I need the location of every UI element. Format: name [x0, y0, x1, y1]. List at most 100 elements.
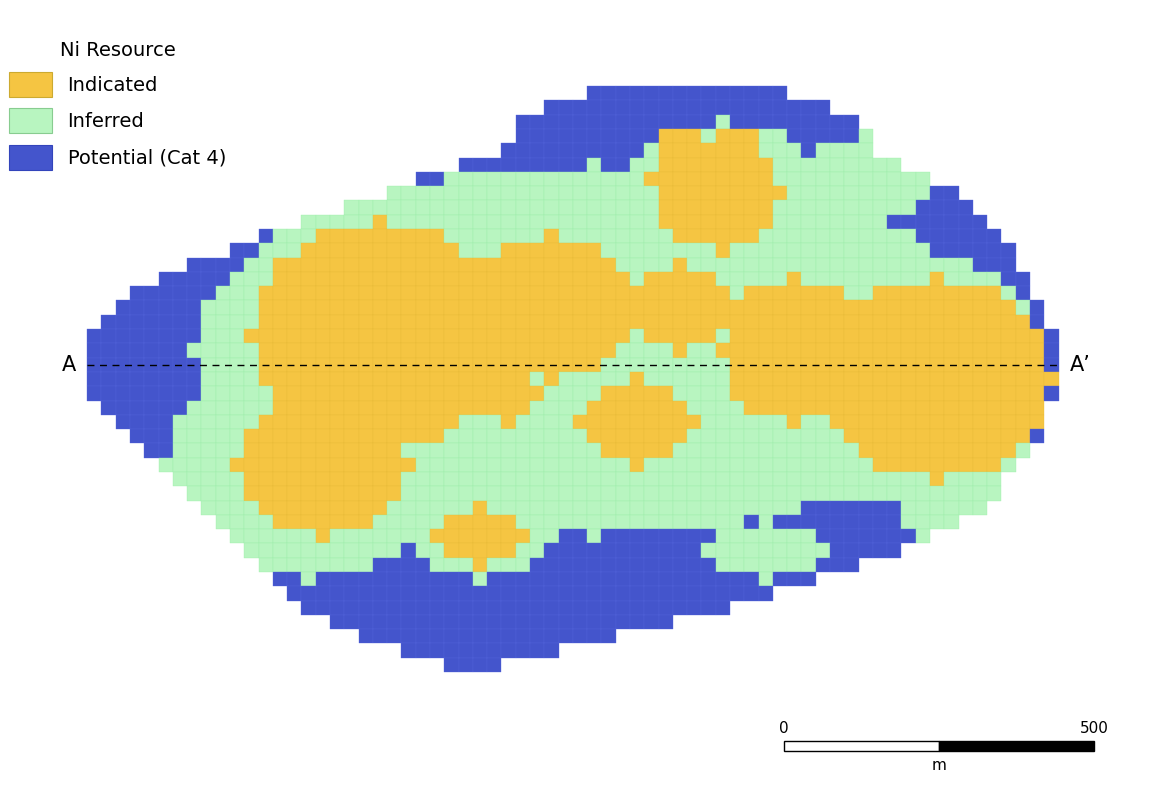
Bar	[444, 515, 458, 529]
Bar	[644, 457, 659, 472]
Bar	[759, 557, 773, 572]
Bar	[687, 115, 702, 129]
Bar	[915, 472, 930, 486]
Bar	[173, 300, 187, 315]
Bar	[702, 601, 716, 615]
Bar	[844, 400, 858, 415]
Bar	[730, 472, 745, 486]
Bar	[544, 501, 559, 515]
Bar	[487, 229, 501, 244]
Text: 0: 0	[778, 721, 789, 736]
Bar	[530, 572, 544, 586]
Bar	[302, 572, 316, 586]
Bar	[872, 357, 887, 372]
Bar	[159, 457, 173, 472]
Bar	[444, 429, 458, 444]
Bar	[788, 158, 802, 172]
Bar	[901, 529, 915, 543]
Bar	[901, 315, 915, 329]
Bar	[831, 329, 844, 344]
Bar	[216, 329, 230, 344]
Bar	[573, 601, 587, 615]
Bar	[673, 129, 687, 143]
Bar	[831, 129, 844, 143]
Bar	[259, 286, 273, 300]
Bar	[516, 344, 530, 357]
Bar	[616, 329, 630, 344]
Bar	[730, 129, 745, 143]
Bar	[329, 615, 345, 629]
Bar	[858, 143, 872, 158]
Bar	[458, 601, 473, 615]
Bar	[288, 501, 302, 515]
Bar	[788, 186, 802, 200]
Bar	[559, 258, 573, 272]
Bar	[788, 344, 802, 357]
Bar	[773, 186, 788, 200]
Bar	[659, 229, 673, 244]
Bar	[573, 486, 587, 501]
Bar	[773, 501, 788, 515]
Bar	[159, 415, 173, 429]
Bar	[501, 415, 516, 429]
Bar	[216, 415, 230, 429]
Bar	[730, 557, 745, 572]
Bar	[458, 300, 473, 315]
Bar	[516, 215, 530, 229]
Bar	[773, 115, 788, 129]
Bar	[345, 300, 358, 315]
Bar	[401, 215, 415, 229]
Bar	[473, 529, 487, 543]
Bar	[559, 286, 573, 300]
Bar	[415, 329, 430, 344]
Bar	[958, 444, 973, 457]
Bar	[530, 300, 544, 315]
Bar	[415, 244, 430, 258]
Bar	[487, 529, 501, 543]
Bar	[716, 543, 730, 557]
Bar	[930, 329, 944, 344]
Bar	[673, 244, 687, 258]
Bar	[245, 515, 259, 529]
Bar	[544, 400, 559, 415]
Bar	[802, 472, 815, 486]
Bar	[130, 372, 144, 386]
Bar	[887, 329, 901, 344]
Bar	[487, 357, 501, 372]
Bar	[630, 172, 644, 186]
Bar	[430, 186, 444, 200]
Bar	[544, 215, 559, 229]
Bar	[616, 615, 630, 629]
Bar	[415, 643, 430, 658]
Bar	[1030, 357, 1044, 372]
Bar	[831, 143, 844, 158]
Bar	[415, 572, 430, 586]
Bar	[702, 429, 716, 444]
Bar	[616, 143, 630, 158]
Bar	[302, 557, 316, 572]
Bar	[872, 244, 887, 258]
Bar	[573, 400, 587, 415]
Bar	[630, 244, 644, 258]
Bar	[773, 472, 788, 486]
Bar	[815, 300, 831, 315]
Bar	[587, 286, 601, 300]
Bar	[316, 272, 329, 286]
Bar	[587, 172, 601, 186]
Bar	[938, 740, 1094, 751]
Bar	[458, 486, 473, 501]
Bar	[745, 115, 759, 129]
Bar	[516, 329, 530, 344]
Bar	[173, 372, 187, 386]
Bar	[387, 629, 401, 643]
Bar	[944, 329, 958, 344]
Bar	[316, 486, 329, 501]
Bar	[601, 486, 616, 501]
Bar	[944, 229, 958, 244]
Bar	[759, 586, 773, 601]
Bar	[659, 344, 673, 357]
Bar	[302, 344, 316, 357]
Bar	[329, 501, 345, 515]
Bar	[345, 272, 358, 286]
Bar	[759, 372, 773, 386]
